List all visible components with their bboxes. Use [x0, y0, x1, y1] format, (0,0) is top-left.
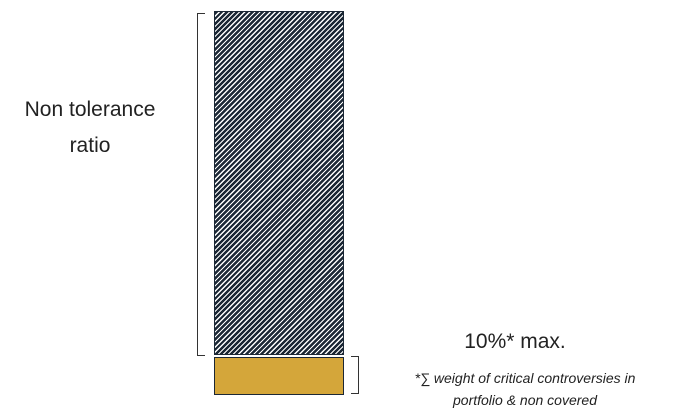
non-tolerance-label-line2: ratio — [69, 134, 111, 157]
max-bar-segment — [214, 357, 344, 395]
max-label: 10%* max. — [464, 330, 566, 353]
non-tolerance-bar-segment — [214, 11, 344, 355]
right-bracket — [351, 356, 359, 394]
footnote-line1: *∑ weight of critical controversies in — [414, 370, 636, 386]
left-bracket — [197, 13, 205, 356]
footnote-line2: portfolio & non covered — [453, 392, 597, 408]
non-tolerance-label-line1: Non tolerance — [24, 98, 156, 121]
footnote: *∑ weight of critical controversies in p… — [380, 367, 670, 411]
non-tolerance-label: Non tolerance ratio — [10, 92, 170, 164]
